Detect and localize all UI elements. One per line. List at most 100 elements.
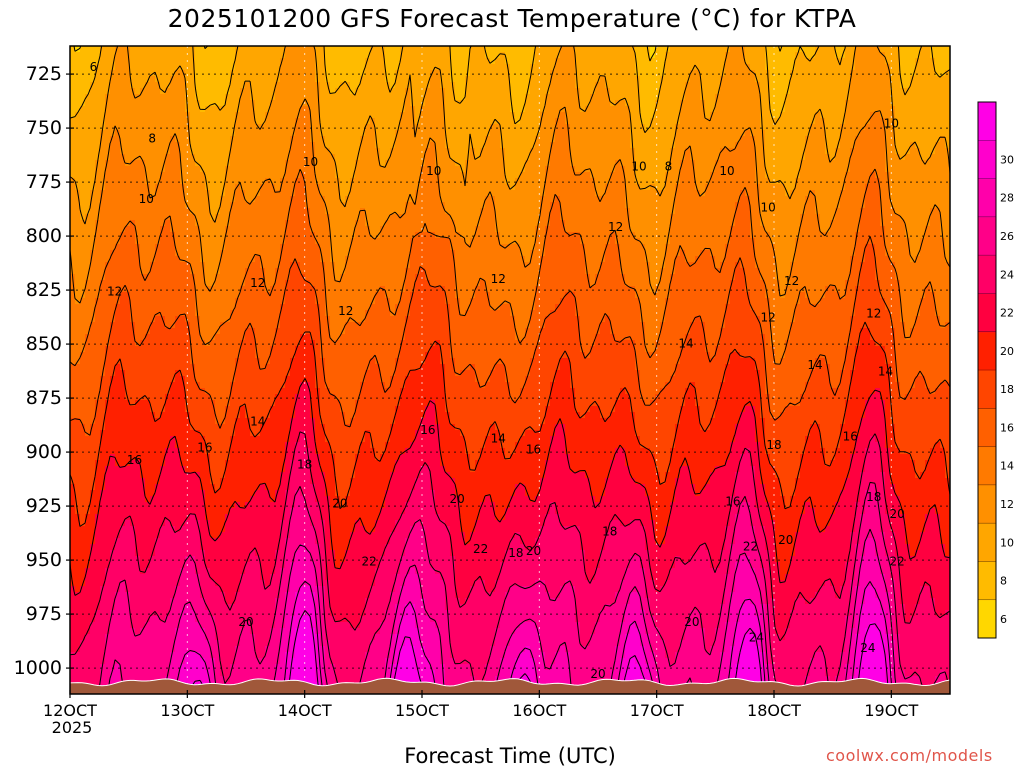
contour-label: 18 bbox=[297, 458, 312, 472]
contour-label: 12 bbox=[608, 220, 623, 234]
y-tick-label: 925 bbox=[26, 495, 62, 517]
x-tick-label: 15OCT bbox=[395, 701, 449, 720]
contour-label: 12 bbox=[107, 285, 122, 299]
contour-label: 14 bbox=[807, 358, 822, 372]
contour-10 bbox=[70, 46, 950, 225]
contour-label: 10 bbox=[760, 201, 775, 215]
contour-label: 12 bbox=[338, 304, 353, 318]
contour-label: 14 bbox=[250, 414, 265, 428]
contour-label: 12 bbox=[491, 272, 506, 286]
colorbar-tick-label: 24 bbox=[1000, 268, 1014, 281]
contour-label: 10 bbox=[719, 164, 734, 178]
x-tick-label: 16OCT bbox=[512, 701, 566, 720]
colorbar-segment bbox=[978, 561, 996, 601]
colorbar-tick-label: 12 bbox=[1000, 498, 1014, 511]
contour-label: 20 bbox=[238, 615, 253, 629]
colorbar-tick-label: 18 bbox=[1000, 383, 1014, 396]
contour-6 bbox=[73, 46, 783, 62]
credit-text: coolwx.com/models bbox=[826, 746, 993, 765]
colorbar-segment bbox=[978, 293, 996, 333]
contour-label: 18 bbox=[866, 490, 881, 504]
contour-labels: 6 8 10 10 10 10 10 10 10 8 12 12 12 12 12 12 12 12 14 14 14 1… bbox=[90, 60, 905, 681]
contour-12 bbox=[70, 98, 950, 304]
y-tick-label: 975 bbox=[26, 603, 62, 625]
x-tick-label: 14OCT bbox=[278, 701, 332, 720]
contour-label: 22 bbox=[473, 542, 488, 556]
contour-label: 16 bbox=[843, 429, 858, 443]
colorbar-tick-label: 8 bbox=[1000, 575, 1007, 588]
contour-label: 20 bbox=[890, 507, 905, 521]
y-axis: 725 750 775 800 825 850 875 900 925 950 975 1000 bbox=[14, 63, 74, 679]
y-tick-label: 750 bbox=[26, 117, 62, 139]
contour-label: 12 bbox=[784, 274, 799, 288]
contour-label: 8 bbox=[148, 131, 156, 145]
x-tick-label: 12OCT bbox=[43, 701, 97, 720]
contour-label: 12 bbox=[760, 311, 775, 325]
y-tick-label: 725 bbox=[26, 63, 62, 85]
contour-label: 16 bbox=[725, 494, 740, 508]
contour-label: 18 bbox=[508, 546, 523, 560]
colorbar-segment bbox=[978, 446, 996, 486]
colorbar-tick-label: 20 bbox=[1000, 345, 1014, 358]
contour-label: 16 bbox=[420, 423, 435, 437]
colorbar-tick-label: 6 bbox=[1000, 613, 1007, 626]
y-tick-label: 875 bbox=[26, 387, 62, 409]
contour-label: 10 bbox=[884, 116, 899, 130]
colorbar-tick-label: 10 bbox=[1000, 536, 1014, 549]
plot-frame bbox=[69, 45, 951, 695]
x-year-label: 2025 bbox=[52, 718, 93, 737]
y-tick-label: 800 bbox=[26, 225, 62, 247]
ground-surface bbox=[70, 677, 950, 694]
contour-22 bbox=[70, 431, 950, 656]
colorbar-segment bbox=[978, 599, 996, 639]
y-tick-label: 1000 bbox=[14, 657, 62, 679]
contour-lines bbox=[70, 46, 950, 694]
contour-label: 22 bbox=[743, 540, 758, 554]
colorbar-tick-label: 16 bbox=[1000, 421, 1014, 434]
colorbar-segment bbox=[978, 255, 996, 294]
contour-label: 20 bbox=[778, 533, 793, 547]
contour-label: 24 bbox=[749, 630, 764, 644]
x-tick-label: 19OCT bbox=[864, 701, 918, 720]
contour-20 bbox=[70, 378, 950, 596]
x-axis-label: Forecast Time (UTC) bbox=[404, 744, 616, 768]
colorbar-segment bbox=[978, 408, 996, 448]
contour-label: 12 bbox=[866, 306, 881, 320]
ground-band bbox=[70, 677, 950, 694]
contour-label: 10 bbox=[426, 164, 441, 178]
colorbar-segment bbox=[978, 370, 996, 409]
contour-label: 18 bbox=[766, 438, 781, 452]
contour-label: 16 bbox=[526, 442, 541, 456]
y-tick-label: 825 bbox=[26, 279, 62, 301]
contour-label: 12 bbox=[250, 276, 265, 290]
contour-label: 22 bbox=[890, 555, 905, 569]
contour-18 bbox=[70, 321, 950, 527]
colorbar-tick-label: 28 bbox=[1000, 192, 1014, 205]
x-tick-label: 18OCT bbox=[747, 701, 801, 720]
colorbar-segment bbox=[978, 216, 996, 256]
contour-label: 10 bbox=[139, 192, 154, 206]
x-axis: 12OCT 13OCT 14OCT 15OCT 16OCT 17OCT 18OCT 19OCT… bbox=[43, 690, 919, 737]
contour-label: 8 bbox=[665, 159, 673, 173]
contour-label: 20 bbox=[684, 615, 699, 629]
contour-label: 14 bbox=[491, 432, 506, 446]
contour-label: 10 bbox=[303, 155, 318, 169]
contour-label: 20 bbox=[526, 544, 541, 558]
colorbar-tick-label: 26 bbox=[1000, 230, 1014, 243]
colorbar: 6 8 10 12 14 16 18 20 22 24 26 28 30 bbox=[977, 101, 1014, 639]
contour-label: 22 bbox=[362, 555, 377, 569]
contour-8 bbox=[70, 46, 950, 134]
colorbar-segment bbox=[978, 178, 996, 218]
colorbar-tick-label: 30 bbox=[1000, 153, 1014, 166]
colorbar-segment bbox=[978, 331, 996, 371]
contour-16 bbox=[70, 236, 950, 436]
contour-label: 14 bbox=[678, 337, 693, 351]
y-tick-label: 950 bbox=[26, 549, 62, 571]
contour-label: 20 bbox=[450, 492, 465, 506]
contour-14 bbox=[70, 168, 950, 367]
colorbar-segment bbox=[978, 102, 996, 141]
contour-24 bbox=[97, 481, 950, 694]
contour-label: 18 bbox=[602, 525, 617, 539]
x-tick-label: 13OCT bbox=[160, 701, 214, 720]
